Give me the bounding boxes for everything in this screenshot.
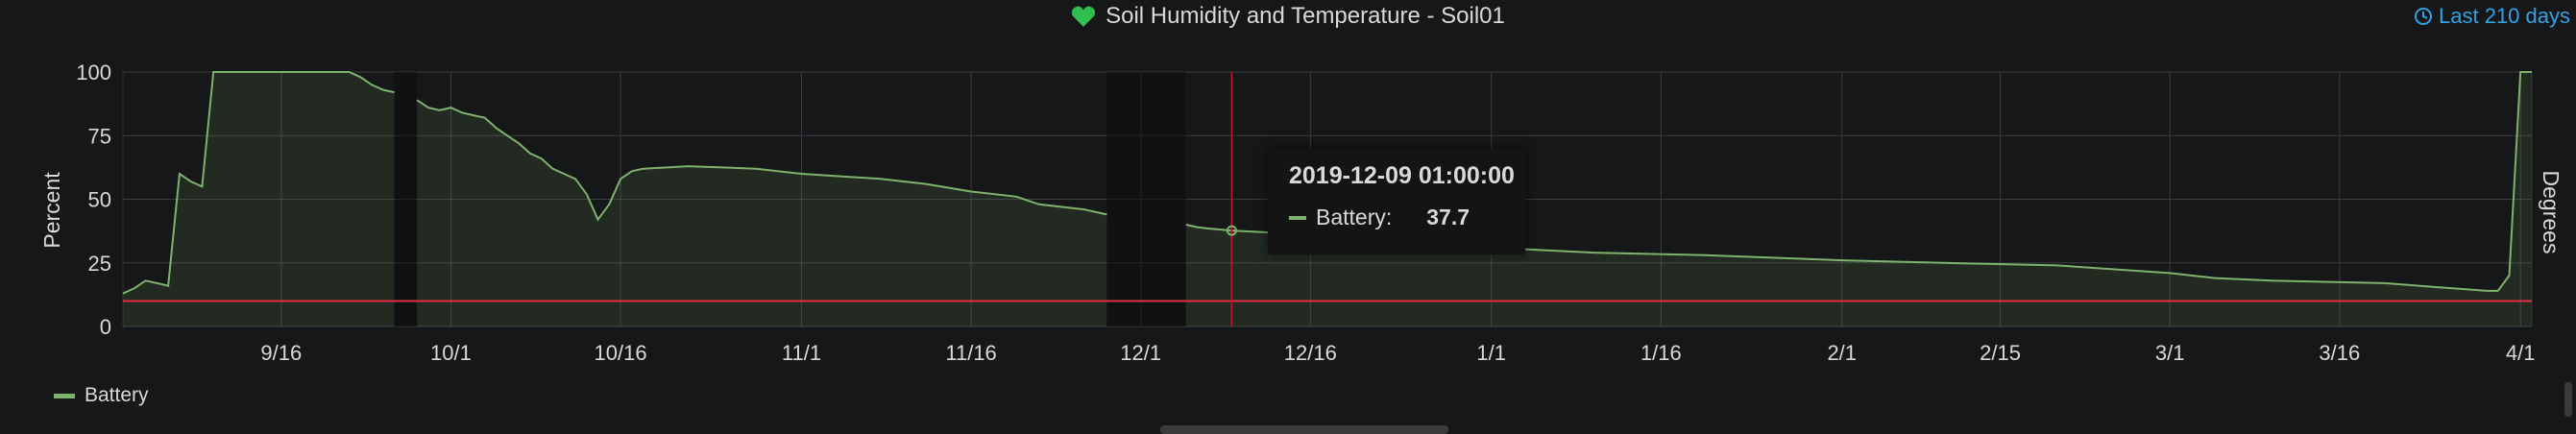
tooltip-time: 2019-12-09 01:00:00 <box>1289 162 1515 189</box>
series-area-segment <box>417 100 1107 326</box>
series-line-segment <box>1185 71 2532 292</box>
tooltip-series-row: Battery: 37.7 <box>1289 205 1470 230</box>
y-tick-label: 50 <box>88 188 111 212</box>
x-tick-label: 2/1 <box>1827 341 1857 365</box>
x-tick-label: 10/16 <box>595 341 647 365</box>
x-tick-label: 9/16 <box>260 341 302 365</box>
series-area <box>123 72 2532 326</box>
series-line-segment <box>416 99 1107 222</box>
tooltip: 2019-12-09 01:00:00 Battery: 37.7 <box>1268 149 1525 254</box>
y2-axis-label: Degrees <box>2539 171 2564 254</box>
crosshair <box>1226 72 1237 326</box>
vertical-scrollbar[interactable] <box>2564 382 2572 417</box>
x-tick-label: 1/16 <box>1640 341 1682 365</box>
y-axis-label: Percent <box>39 172 64 249</box>
data-gap <box>1106 72 1186 326</box>
x-tick-label: 10/1 <box>430 341 472 365</box>
x-tick-label: 12/16 <box>1284 341 1337 365</box>
x-tick-label: 3/1 <box>2155 341 2185 365</box>
x-tick-label: 3/16 <box>2319 341 2360 365</box>
hover-point <box>1226 225 1237 236</box>
data-gap <box>394 72 418 326</box>
data-gaps <box>394 72 1186 326</box>
tooltip-series-swatch <box>1289 215 1306 220</box>
x-tick-label: 2/15 <box>1980 341 2021 365</box>
x-axis-ticks: 9/16 10/1 10/16 11/1 11/16 12/1 12/16 1/1 1/16 2/… <box>260 341 2535 365</box>
legend-item-battery[interactable]: Battery <box>54 384 149 407</box>
clock-icon <box>2415 8 2433 25</box>
series-area-segment <box>123 72 395 326</box>
x-tick-label: 4/1 <box>2506 341 2536 365</box>
legend-swatch <box>54 393 75 398</box>
heart-icon <box>1072 6 1096 27</box>
horizontal-scrollbar[interactable] <box>1160 425 1448 434</box>
series-lines <box>122 71 2532 295</box>
time-range-picker[interactable]: Last 210 days <box>2414 0 2570 33</box>
y-tick-label: 0 <box>100 315 111 339</box>
y-tick-label: 75 <box>88 124 111 148</box>
y-axis-ticks: 0 25 50 75 100 <box>76 60 111 339</box>
series-area-segment <box>1185 72 2532 326</box>
x-tick-label: 11/16 <box>945 341 996 365</box>
x-tick-label: 11/1 <box>782 341 821 365</box>
legend-label: Battery <box>85 384 149 406</box>
tooltip-series-value: 37.7 <box>1426 205 1470 229</box>
x-tick-label: 1/1 <box>1476 341 1506 365</box>
x-tick-label: 12/1 <box>1120 341 1161 365</box>
y-tick-label: 25 <box>88 252 111 276</box>
time-range-label: Last 210 days <box>2439 4 2570 28</box>
panel-title[interactable]: Soil Humidity and Temperature - Soil01 <box>0 0 2576 33</box>
tooltip-series-name: Battery: <box>1316 205 1393 229</box>
y-tick-label: 100 <box>76 60 111 84</box>
panel-title-text: Soil Humidity and Temperature - Soil01 <box>1106 3 1505 29</box>
series-line-segment <box>122 71 395 295</box>
